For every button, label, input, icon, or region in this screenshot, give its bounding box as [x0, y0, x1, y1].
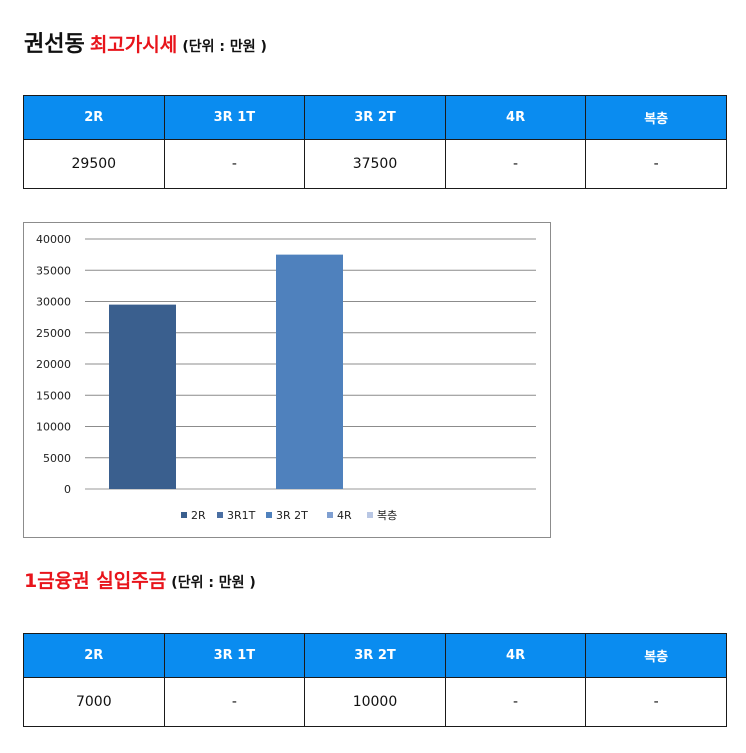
y-tick-label: 40000 [36, 233, 71, 246]
section1-table: 2R 3R 1T 3R 2T 4R 복층 29500 - 37500 - - [23, 95, 727, 189]
y-tick-label: 35000 [36, 264, 71, 277]
legend-swatch [217, 512, 223, 518]
table-cell: 10000 [304, 677, 446, 727]
table-header-cell: 3R 1T [163, 95, 306, 140]
table-cell: - [444, 677, 587, 727]
bar-3r2t [276, 254, 343, 489]
y-tick-label: 25000 [36, 327, 71, 340]
table-header-cell: 2R [23, 633, 165, 678]
table-cell: - [444, 139, 587, 189]
table-cell: 29500 [23, 139, 165, 189]
y-tick-label: 30000 [36, 296, 71, 309]
legend-swatch [266, 512, 272, 518]
table-cell: - [585, 139, 727, 189]
legend-label: 3R1T [227, 509, 256, 522]
bar-2r [109, 304, 176, 489]
table-header-cell: 복층 [585, 95, 727, 140]
section1-title: 권선동 [24, 32, 85, 57]
y-tick-label: 20000 [36, 358, 71, 371]
y-tick-label: 5000 [43, 452, 71, 465]
section1-unit: (단위 : 만원 ) [182, 39, 267, 55]
legend-swatch [367, 512, 373, 518]
table-row: 7000 - 10000 - - [23, 677, 727, 727]
table-cell: - [163, 139, 306, 189]
table-row: 29500 - 37500 - - [23, 139, 727, 189]
section1-heading: 권선동 최고가시세 (단위 : 만원 ) [24, 26, 267, 58]
legend-label: 3R 2T [276, 509, 308, 522]
legend-label: 복층 [377, 509, 397, 522]
section2-table: 2R 3R 1T 3R 2T 4R 복층 7000 - 10000 - - [23, 633, 727, 727]
chart-svg: 40000 35000 30000 25000 20000 15000 10000 5000 0… [36, 233, 536, 522]
legend-label: 4R [337, 509, 352, 522]
section1-subtitle: 최고가시세 [89, 34, 178, 56]
y-tick-label: 0 [64, 483, 71, 496]
section2-heading: 1금융권 실입주금 (단위 : 만원 ) [24, 566, 256, 593]
legend-swatch [327, 512, 333, 518]
table-cell: 7000 [23, 677, 165, 727]
table-header-row: 2R 3R 1T 3R 2T 4R 복층 [23, 633, 727, 678]
table-header-cell: 3R 2T [304, 95, 446, 140]
table-cell: - [585, 677, 727, 727]
table-header-cell: 3R 2T [304, 633, 446, 678]
section2-unit: (단위 : 만원 ) [171, 575, 256, 591]
table-header-cell: 2R [23, 95, 165, 140]
legend-label: 2R [191, 509, 206, 522]
table-header-cell: 4R [444, 633, 587, 678]
price-chart: 40000 35000 30000 25000 20000 15000 10000 5000 0… [23, 222, 551, 538]
table-cell: 37500 [304, 139, 446, 189]
table-header-cell: 4R [444, 95, 587, 140]
section2-title: 1금융권 실입주금 [24, 570, 167, 592]
table-cell: - [163, 677, 306, 727]
y-tick-label: 10000 [36, 421, 71, 434]
table-header-row: 2R 3R 1T 3R 2T 4R 복층 [23, 95, 727, 140]
legend-swatch [181, 512, 187, 518]
y-tick-label: 15000 [36, 389, 71, 402]
table-header-cell: 3R 1T [163, 633, 306, 678]
table-header-cell: 복층 [585, 633, 727, 678]
